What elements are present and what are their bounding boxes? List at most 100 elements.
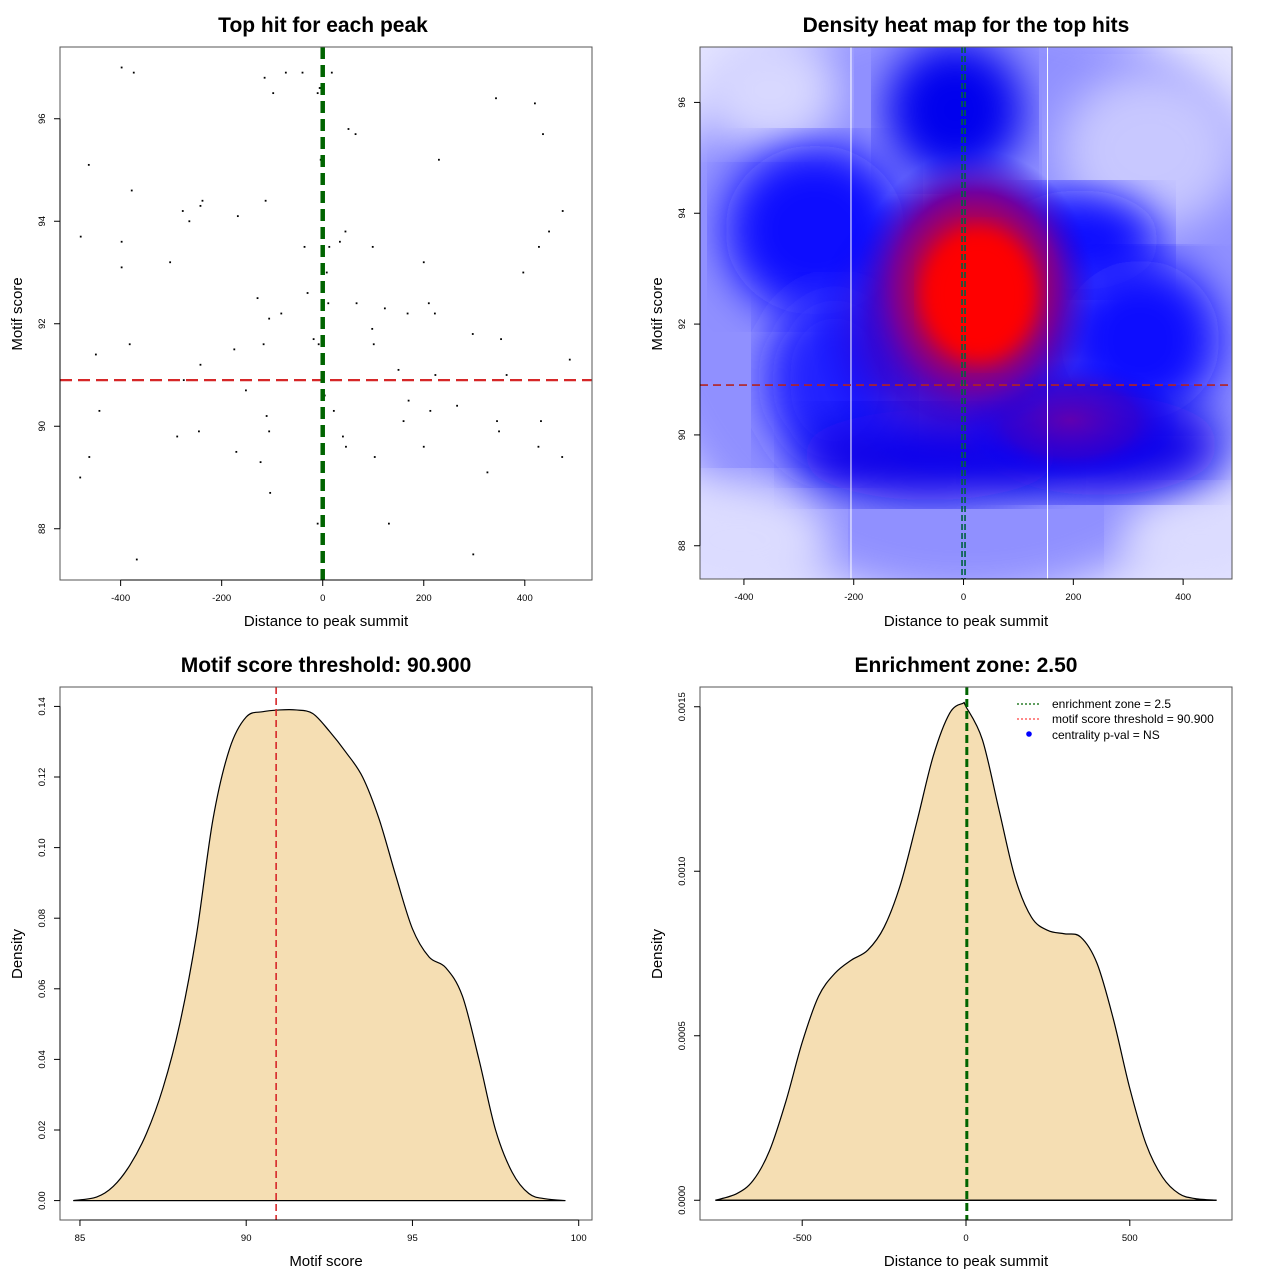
heatmap-ytick-label: 92 [677, 319, 688, 330]
scatter-point [79, 235, 82, 238]
scatter-point [259, 461, 262, 464]
scatter-xtick-label: -400 [111, 593, 130, 604]
scatter-point [176, 435, 179, 438]
scatter-point [306, 292, 309, 294]
scatter-point [397, 368, 400, 371]
scatter-ytick-label: 88 [37, 523, 48, 534]
scatter-point [130, 189, 133, 192]
scatter-point [372, 343, 375, 346]
score-density-xtick-label: 95 [407, 1233, 418, 1244]
scatter-point [548, 230, 550, 233]
scatter-point [456, 404, 459, 407]
scatter-point [199, 363, 202, 366]
scatter-point [345, 445, 347, 448]
scatter-point [98, 409, 101, 412]
score-density-area [73, 709, 566, 1202]
scatter-point [347, 128, 350, 130]
scatter-point [471, 333, 474, 335]
scatter-point [262, 343, 265, 346]
scatter-point [120, 266, 123, 269]
scatter-point [256, 297, 259, 300]
scatter-point [429, 409, 432, 412]
scatter-ytick-label: 96 [37, 113, 48, 124]
scatter-ytick-label: 94 [37, 216, 48, 227]
scatter-y-axis: 88 90 92 94 96 [37, 113, 61, 534]
scatter-point [312, 338, 315, 341]
score-density-xtick-label: 90 [241, 1233, 252, 1244]
scatter-x-axis: -400 -200 0 200 400 [111, 579, 533, 604]
scatter-point [371, 245, 374, 248]
distance-density-xtick-label: 0 [963, 1233, 968, 1244]
scatter-point [561, 210, 564, 212]
legend-centrality-dot [1026, 731, 1032, 737]
scatter-point [355, 302, 358, 305]
score-density-ytick-label: 0.14 [37, 697, 48, 716]
scatter-point [332, 409, 335, 412]
scatter-point [505, 374, 508, 376]
scatter-point [87, 163, 90, 166]
score-density-ytick-label: 0.02 [37, 1121, 48, 1140]
scatter-point [496, 420, 498, 423]
scatter-point [542, 133, 544, 136]
score-density-ytick-label: 0.00 [37, 1191, 48, 1210]
scatter-point [280, 312, 283, 315]
scatter-point [500, 338, 502, 341]
scatter-point [301, 71, 304, 74]
legend-enrichment-label: enrichment zone = 2.5 [1052, 697, 1171, 711]
score-density-y-axis: 0.00 0.02 0.04 0.06 0.08 0.10 0.12 0.14 [37, 697, 61, 1210]
distance-density-panel: Enrichment zone: 2.50 -500 0 500 0.00000.0… [649, 654, 1233, 1270]
score-density-x-axis: 85 90 95 100 [75, 1219, 587, 1244]
legend-item-enrichment: enrichment zone = 2.5 [1017, 697, 1171, 711]
heatmap-title: Density heat map for the top hits [803, 14, 1130, 37]
scatter-ytick-label: 90 [37, 421, 48, 432]
scatter-point [427, 302, 430, 305]
heatmap-x-axis: -400 -200 0 200 400 [734, 578, 1191, 603]
score-density-ylabel: Density [9, 928, 26, 979]
scatter-xtick-label: 0 [320, 593, 325, 604]
scatter-point [316, 92, 319, 95]
score-density-ytick-label: 0.08 [37, 909, 48, 928]
heatmap-xtick-label: 0 [961, 592, 966, 603]
scatter-point [181, 210, 184, 212]
scatter-point [406, 312, 409, 315]
scatter-point [188, 220, 191, 223]
scatter-point [303, 245, 306, 248]
heatmap-xtick-label: -400 [734, 592, 753, 603]
heatmap-xtick-label: 200 [1065, 592, 1081, 603]
score-density-panel: Motif score threshold: 90.900 85 90 95 100 … [9, 654, 593, 1270]
scatter-point [354, 133, 357, 136]
scatter-point [128, 343, 131, 346]
scatter-point [540, 420, 542, 423]
scatter-point [407, 399, 410, 402]
legend-item-threshold: motif score threshold = 90.900 [1017, 712, 1214, 726]
scatter-point [236, 215, 239, 218]
scatter-point [472, 553, 475, 556]
scatter-point [94, 353, 97, 356]
heatmap-ytick-label: 88 [677, 540, 688, 551]
scatter-xtick-label: 400 [517, 593, 533, 604]
scatter-point [269, 491, 272, 494]
scatter-point [498, 430, 500, 433]
scatter-xlabel: Distance to peak summit [244, 613, 409, 630]
scatter-point [327, 302, 330, 305]
scatter-point [325, 271, 328, 274]
distance-density-ytick-label: 0.0010 [677, 857, 688, 886]
scatter-point [537, 445, 540, 448]
heatmap-xtick-label: 400 [1175, 592, 1191, 603]
scatter-ytick-label: 92 [37, 318, 48, 329]
heatmap-ytick-label: 96 [677, 97, 688, 108]
scatter-point [561, 456, 564, 458]
legend-item-centrality: centrality p-val = NS [1026, 728, 1160, 742]
scatter-point [88, 456, 91, 458]
score-density-xlabel: Motif score [289, 1253, 362, 1270]
score-density-ytick-label: 0.04 [37, 1050, 48, 1069]
scatter-point [522, 271, 525, 274]
distance-density-xtick-label: 500 [1122, 1233, 1138, 1244]
distance-density-ytick-label: 0.0000 [677, 1186, 688, 1215]
scatter-point [316, 522, 319, 525]
distance-density-ytick-label: 0.0005 [677, 1021, 688, 1050]
distance-density-x-axis: -500 0 500 [793, 1219, 1138, 1244]
scatter-point [235, 450, 238, 453]
distance-density-ytick-label: 0.0015 [677, 692, 688, 721]
